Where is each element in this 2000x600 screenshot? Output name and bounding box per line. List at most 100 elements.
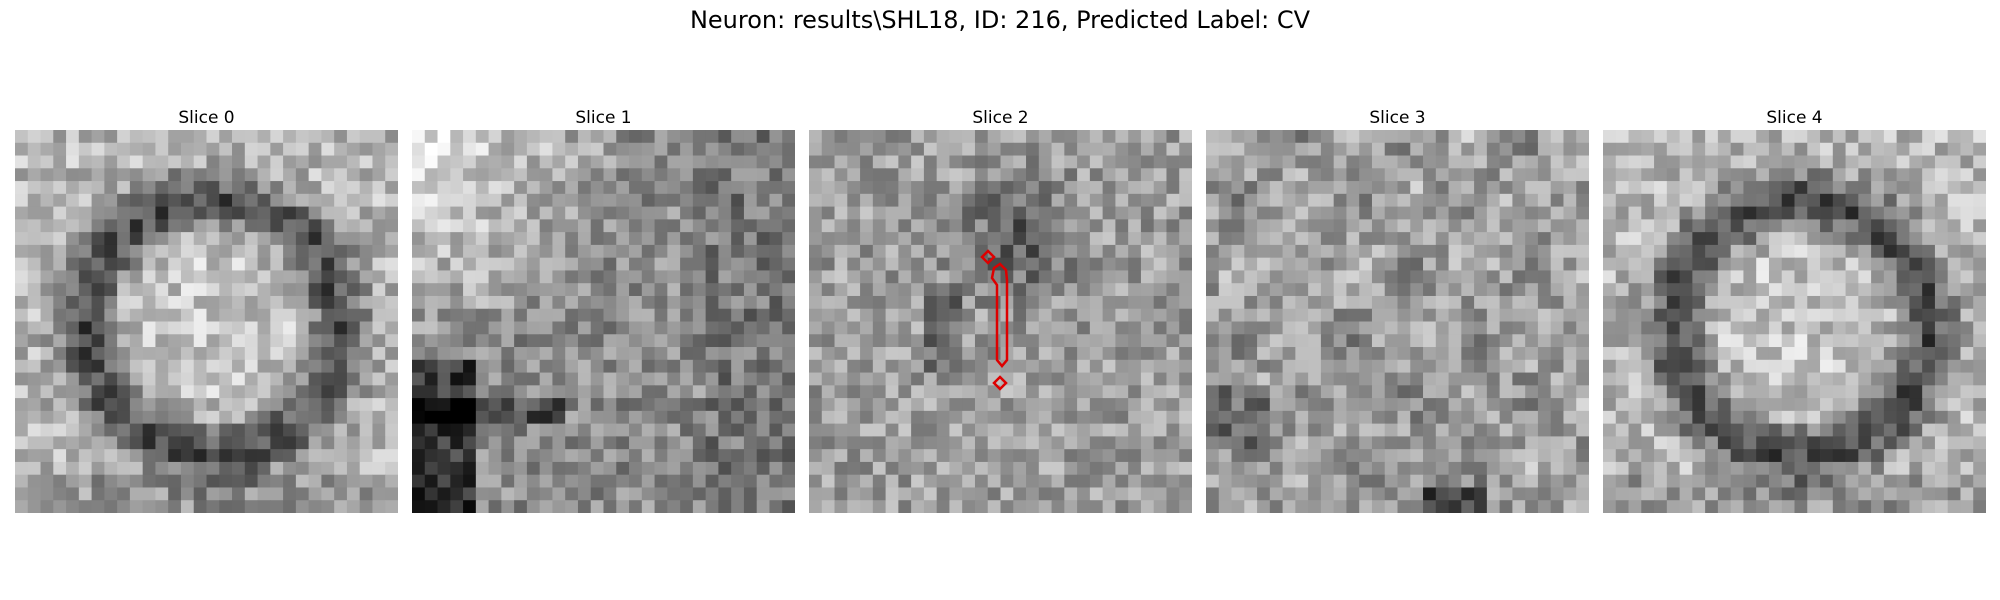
pixel [1743, 257, 1757, 271]
pixel [1537, 436, 1552, 450]
pixel [782, 130, 795, 144]
pixel [1218, 372, 1232, 386]
pixel [1089, 219, 1104, 233]
pixel [565, 257, 579, 271]
pixel [1603, 487, 1617, 501]
pixel [1525, 244, 1539, 259]
pixel [180, 155, 195, 169]
pixel [1922, 436, 1936, 450]
pixel [1947, 193, 1961, 207]
pixel [1397, 334, 1411, 348]
pixel [1525, 410, 1539, 425]
pixel [1641, 283, 1655, 297]
pixel [654, 168, 668, 182]
pixel [1832, 308, 1846, 322]
pixel [834, 474, 848, 488]
pixel [1026, 206, 1040, 220]
pixel [1525, 436, 1539, 450]
pixel [1947, 130, 1961, 144]
pixel [450, 295, 464, 310]
pixel [756, 500, 770, 513]
pixel [1768, 449, 1783, 463]
pixel [155, 372, 169, 386]
pixel [1947, 155, 1961, 169]
pixel [1244, 321, 1258, 335]
pixel [756, 436, 770, 450]
pixel [949, 283, 963, 297]
pixel [641, 257, 655, 271]
pixel [1756, 334, 1770, 348]
pixel [577, 232, 592, 246]
pixel [1820, 474, 1834, 488]
pixel [1333, 410, 1347, 425]
pixel [1359, 372, 1373, 386]
pixel [1206, 487, 1220, 501]
pixel [1768, 270, 1783, 284]
pixel [821, 295, 835, 310]
pixel [987, 423, 1001, 437]
pixel [219, 398, 233, 412]
pixel [514, 193, 528, 207]
pixel [232, 461, 246, 476]
pixel [911, 257, 925, 271]
pixel [1179, 347, 1192, 361]
pixel [1603, 181, 1617, 195]
pixel [1448, 423, 1462, 437]
pixel [1461, 308, 1475, 322]
pixel [385, 283, 398, 297]
pixel [424, 398, 438, 412]
pixel [142, 334, 156, 348]
pixel [987, 436, 1001, 450]
pixel [1922, 295, 1936, 310]
pixel [590, 372, 604, 386]
pixel [1089, 181, 1104, 195]
pixel [450, 219, 464, 233]
pixel [1654, 334, 1668, 348]
pixel [321, 270, 335, 284]
pixel [1730, 308, 1744, 322]
pixel [1768, 321, 1783, 335]
pixel [424, 321, 438, 335]
pixel [1973, 270, 1986, 284]
pixel [1051, 410, 1065, 425]
pixel [1051, 270, 1065, 284]
pixel [1537, 423, 1552, 437]
pixel [1947, 385, 1961, 399]
pixel [860, 449, 874, 463]
pixel [463, 206, 477, 220]
pixel [1922, 142, 1936, 156]
pixel [308, 206, 322, 220]
pixel [321, 321, 335, 335]
pixel [129, 257, 144, 271]
pixel [219, 308, 233, 322]
pixel [1179, 385, 1192, 399]
pixel [321, 142, 335, 156]
pixel [1692, 347, 1706, 361]
pixel [117, 334, 131, 348]
pixel [1013, 321, 1027, 335]
pixel [1013, 474, 1027, 488]
pixel [424, 130, 438, 144]
pixel [667, 410, 681, 425]
pixel [667, 193, 681, 207]
slice-image-4 [1603, 130, 1986, 513]
pixel [692, 359, 707, 373]
pixel [1000, 385, 1014, 399]
pixel [539, 398, 553, 412]
pixel [1550, 334, 1564, 348]
pixel [1384, 206, 1398, 220]
pixel [1461, 193, 1475, 207]
pixel [987, 168, 1001, 182]
pixel [1320, 295, 1335, 310]
pixel [1410, 295, 1424, 310]
pixel [1231, 270, 1245, 284]
pixel [1743, 193, 1757, 207]
pixel [66, 295, 80, 310]
annotation-marker-top [980, 249, 996, 265]
pixel [501, 244, 515, 259]
pixel [1206, 283, 1220, 297]
pixel [129, 244, 144, 259]
pixel [923, 372, 938, 386]
pixel [129, 283, 144, 297]
pixel [1883, 487, 1898, 501]
